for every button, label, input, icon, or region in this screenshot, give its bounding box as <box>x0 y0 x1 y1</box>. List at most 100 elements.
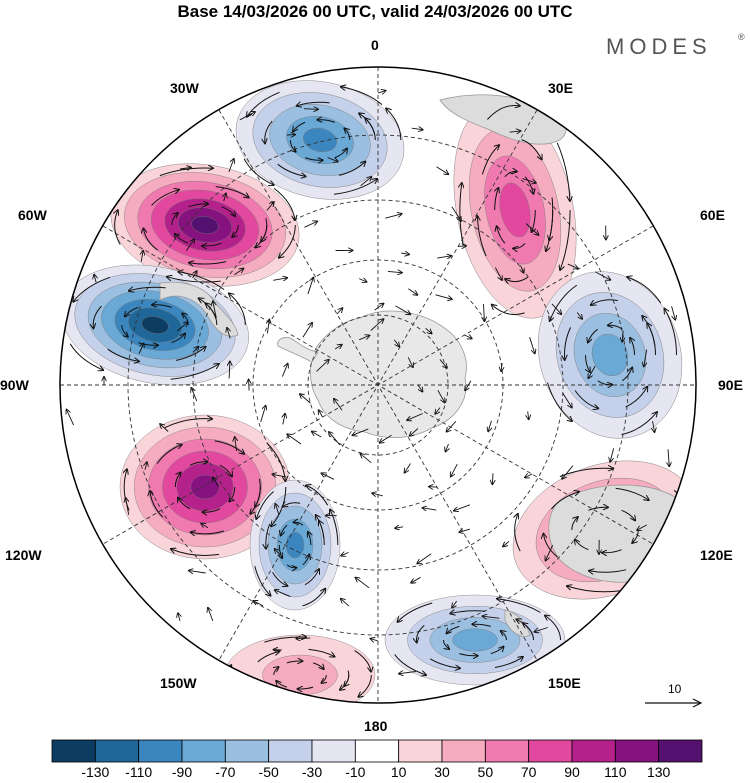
wind-arrow <box>178 498 191 510</box>
wind-arrow <box>302 589 325 607</box>
colorbar-tick-label: -30 <box>301 764 323 780</box>
wind-arrow <box>286 661 302 663</box>
wind-arrow <box>191 388 198 402</box>
wind-arrow <box>610 448 615 462</box>
graticule <box>60 67 696 703</box>
wind-arrow <box>94 275 96 283</box>
wind-arrow <box>279 544 282 558</box>
wind-arrow <box>279 224 296 258</box>
wind-arrow <box>256 491 274 519</box>
wind-arrow <box>436 166 449 175</box>
wind-arrow <box>356 578 370 589</box>
wind-arrow <box>380 434 392 443</box>
wind-arrow <box>360 454 372 464</box>
anomaly-contour <box>190 474 220 500</box>
wind-arrow <box>621 412 658 435</box>
wind-arrow <box>126 498 129 515</box>
colorbar-tick-label: 110 <box>604 764 627 780</box>
wind-arrow <box>344 670 349 687</box>
wind-arrow <box>277 163 306 176</box>
wind-arrow <box>303 109 318 110</box>
wind-arrow <box>602 549 622 553</box>
wind-arrow <box>306 485 329 506</box>
wind-arrow <box>621 368 632 382</box>
wind-arrow <box>281 524 288 535</box>
wind-arrow <box>319 410 323 418</box>
wind-arrow <box>338 162 365 176</box>
label-lon-150w: 150W <box>160 675 197 691</box>
wind-arrow <box>93 305 102 328</box>
wind-arrow <box>160 424 169 432</box>
wind-arrow <box>180 167 191 169</box>
colorbar-swatch <box>51 739 96 763</box>
wind-arrow <box>665 309 677 356</box>
wind-arrow <box>591 299 619 305</box>
wind-arrow <box>576 312 582 319</box>
wind-arrow <box>621 509 636 520</box>
wind-arrow <box>293 121 306 131</box>
label-lon-180: 180 <box>364 718 388 734</box>
wind-arrow <box>308 532 311 546</box>
wind-arrow <box>544 534 559 558</box>
label-lon-30w: 30W <box>170 80 199 96</box>
wind-arrow <box>399 672 416 674</box>
wind-arrow <box>125 306 139 316</box>
brand-logo: MODES <box>606 34 712 59</box>
anomaly-contour <box>591 333 629 377</box>
anomaly-positive-120W <box>119 414 291 560</box>
wind-arrow <box>451 463 458 476</box>
wind-arrow <box>513 242 526 248</box>
colorbar-tick-label: 130 <box>646 764 671 780</box>
wind-arrow <box>547 382 572 422</box>
wind-arrow <box>159 168 213 177</box>
wind-arrow <box>121 324 128 337</box>
vector-scale-legend: 10 <box>640 682 710 715</box>
wind-arrow <box>178 272 225 291</box>
wind-arrow <box>359 336 369 341</box>
wind-arrow <box>565 327 572 359</box>
anomaly-negative-160W <box>249 479 341 611</box>
wind-arrow <box>189 262 227 264</box>
wind-arrow <box>642 316 656 346</box>
wind-arrow <box>411 128 423 130</box>
wind-arrow <box>608 325 623 330</box>
wind-arrow <box>297 102 330 105</box>
wind-arrow <box>296 638 311 639</box>
wind-arrow <box>302 323 312 338</box>
wind-arrow <box>501 363 502 371</box>
wind-arrow <box>176 322 188 332</box>
wind-arrow <box>522 178 536 183</box>
wind-arrow <box>509 131 521 132</box>
anomaly-contour <box>141 316 169 334</box>
wind-arrow <box>545 616 561 641</box>
wind-arrow <box>213 301 217 319</box>
australia-coast <box>548 484 691 583</box>
wind-arrow <box>521 265 524 272</box>
anomaly-negative-15W <box>235 80 405 200</box>
wind-arrow <box>191 531 225 534</box>
wind-arrow <box>492 473 493 484</box>
wind-arrow <box>336 308 342 315</box>
wind-arrow <box>439 359 447 367</box>
wind-arrow <box>528 411 529 419</box>
wind-arrow <box>359 113 375 134</box>
wind-arrow <box>653 421 655 432</box>
wind-arrow <box>505 276 529 281</box>
colorbar-swatch <box>571 739 616 763</box>
wind-arrow <box>521 139 542 160</box>
wind-arrow <box>189 462 208 466</box>
wind-arrow <box>304 569 319 586</box>
wind-arrow <box>551 303 561 314</box>
wind-arrow <box>229 665 234 689</box>
wind-arrow <box>556 142 570 201</box>
label-lon-90e: 90E <box>718 377 743 393</box>
wind-arrow <box>560 209 571 270</box>
label-lon-150e: 150E <box>548 675 581 691</box>
wind-arrow <box>490 647 504 655</box>
wind-arrow <box>144 228 159 251</box>
anomaly-positive-30E <box>453 101 577 319</box>
wind-arrow <box>138 344 144 354</box>
wind-arrow <box>232 224 239 237</box>
wind-arrow <box>178 613 180 622</box>
wind-arrow <box>247 91 280 116</box>
